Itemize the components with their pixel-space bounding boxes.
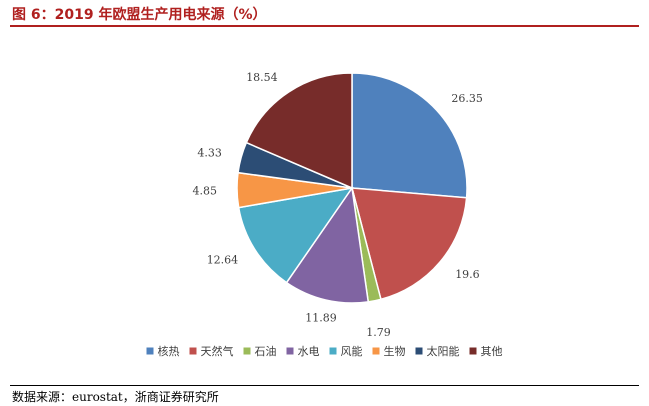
legend-item-4: 水电 (286, 345, 320, 358)
legend-item-6: 生物 (372, 344, 406, 358)
legend-label-3: 石油 (255, 344, 277, 358)
footer-divider (10, 385, 639, 386)
pie-slice-4 (285, 185, 370, 304)
pie-slice-5 (237, 186, 354, 284)
legend-item-3: 石油 (243, 344, 277, 358)
title-divider (10, 25, 639, 27)
data-label-3: 1.79 (366, 326, 391, 339)
pie-slice-1 (351, 72, 468, 199)
data-labels: 26.35 19.6 1.79 11.89 12.64 4.85 4.33 18.54 (193, 71, 483, 339)
legend-swatch-2 (189, 347, 197, 355)
legend-swatch-8 (469, 347, 477, 355)
legend-label-2: 天然气 (201, 344, 234, 358)
data-label-1: 26.35 (451, 92, 483, 105)
data-label-6: 4.85 (193, 185, 218, 198)
legend-label-4: 水电 (298, 345, 320, 358)
legend-label-8: 其他 (481, 345, 503, 358)
data-label-2: 19.6 (455, 268, 480, 281)
legend-swatch-5 (329, 347, 337, 355)
legend-swatch-3 (243, 347, 251, 355)
legend-swatch-4 (286, 347, 294, 355)
legend-item-7: 太阳能 (415, 344, 460, 358)
legend-label-6: 生物 (384, 344, 406, 358)
pie-slice-8 (245, 72, 353, 190)
legend-label-1: 核热 (158, 344, 180, 358)
data-label-8: 18.54 (246, 71, 278, 84)
data-label-5: 12.64 (207, 254, 239, 267)
legend-swatch-1 (146, 347, 154, 355)
pie-slice-2 (351, 187, 468, 301)
legend-item-8: 其他 (469, 345, 503, 358)
legend-swatch-6 (372, 347, 380, 355)
legend-label-5: 风能 (341, 344, 363, 358)
legend-swatch-7 (415, 347, 423, 355)
legend-item-5: 风能 (329, 344, 363, 358)
figure-title: 图 6：2019 年欧盟生产用电来源（%） (12, 7, 267, 23)
legend-item-2: 天然气 (189, 344, 234, 358)
source-note: 数据来源：eurostat，浙商证券研究所 (12, 390, 219, 404)
chart-legend: 核热 天然气 石油 水电 风能 生物 太阳能 其他 (146, 344, 503, 358)
data-label-7: 4.33 (197, 147, 222, 160)
legend-label-7: 太阳能 (427, 344, 460, 358)
pie-slices (236, 72, 468, 304)
data-label-4: 11.89 (305, 311, 337, 324)
legend-item-1: 核热 (146, 344, 180, 358)
